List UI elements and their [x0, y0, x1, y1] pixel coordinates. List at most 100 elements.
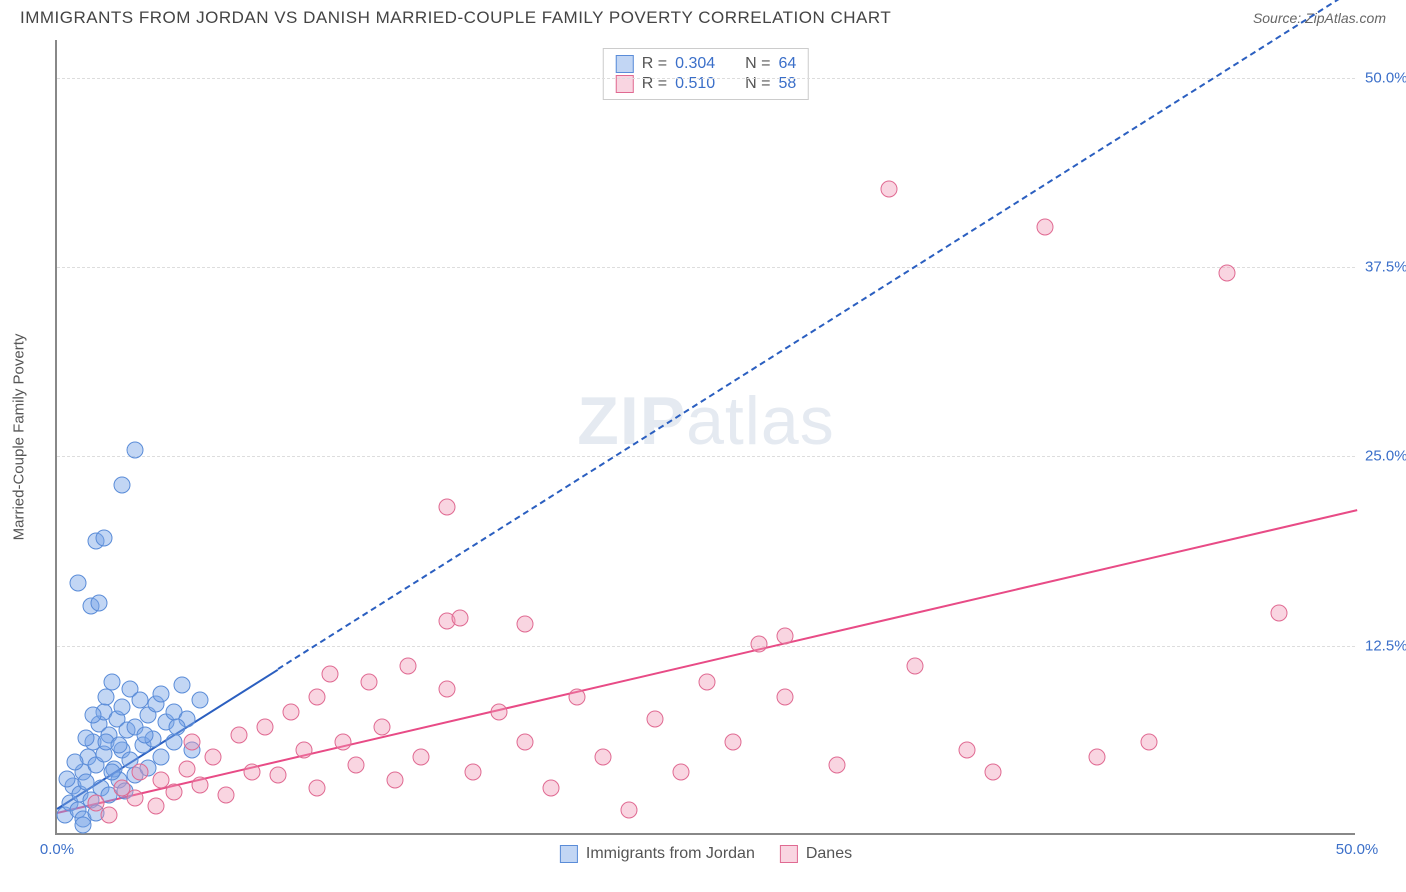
- data-point-jordan: [114, 699, 131, 716]
- legend-series-label: Danes: [806, 845, 852, 863]
- data-point-danes: [218, 787, 235, 804]
- data-point-danes: [348, 756, 365, 773]
- legend-series-label: Immigrants from Jordan: [586, 845, 755, 863]
- data-point-danes: [147, 797, 164, 814]
- data-point-danes: [543, 779, 560, 796]
- data-point-jordan: [111, 737, 128, 754]
- data-point-danes: [179, 761, 196, 778]
- legend-n-value: 64: [778, 55, 796, 73]
- watermark: ZIPatlas: [577, 382, 834, 460]
- plot-region: Married-Couple Family Poverty ZIPatlas R…: [55, 40, 1355, 835]
- data-point-jordan: [168, 719, 185, 736]
- data-point-danes: [517, 616, 534, 633]
- data-point-danes: [595, 749, 612, 766]
- data-point-danes: [985, 764, 1002, 781]
- data-point-danes: [231, 726, 248, 743]
- data-point-jordan: [114, 476, 131, 493]
- data-point-danes: [257, 719, 274, 736]
- data-point-danes: [205, 749, 222, 766]
- data-point-danes: [309, 688, 326, 705]
- data-point-jordan: [103, 764, 120, 781]
- data-point-danes: [127, 790, 144, 807]
- gridline-h: [57, 267, 1355, 268]
- data-point-danes: [296, 741, 313, 758]
- data-point-danes: [439, 681, 456, 698]
- legend-correlation-box: R =0.304N =64R =0.510N =58: [603, 48, 809, 100]
- data-point-jordan: [85, 706, 102, 723]
- data-point-danes: [374, 719, 391, 736]
- trend-line-jordan: [277, 0, 1357, 670]
- data-point-jordan: [137, 726, 154, 743]
- legend-series-item-jordan: Immigrants from Jordan: [560, 845, 755, 863]
- data-point-danes: [1037, 219, 1054, 236]
- data-point-danes: [101, 806, 118, 823]
- legend-n-label: N =: [745, 55, 770, 73]
- data-point-danes: [387, 772, 404, 789]
- x-tick-label: 50.0%: [1336, 841, 1379, 858]
- data-point-danes: [192, 776, 209, 793]
- legend-stat-row-jordan: R = 0.304 N = 64: [616, 55, 796, 73]
- data-point-jordan: [90, 594, 107, 611]
- legend-swatch: [616, 55, 634, 73]
- data-point-danes: [621, 802, 638, 819]
- data-point-jordan: [69, 575, 86, 592]
- data-point-jordan: [67, 753, 84, 770]
- y-axis-label: Married-Couple Family Poverty: [11, 333, 28, 540]
- data-point-jordan: [95, 529, 112, 546]
- data-point-jordan: [166, 734, 183, 751]
- data-point-danes: [725, 734, 742, 751]
- data-point-danes: [569, 688, 586, 705]
- data-point-jordan: [59, 770, 76, 787]
- gridline-h: [57, 456, 1355, 457]
- data-point-danes: [335, 734, 352, 751]
- data-point-jordan: [77, 729, 94, 746]
- data-point-danes: [361, 673, 378, 690]
- data-point-danes: [322, 666, 339, 683]
- legend-r-value: 0.304: [675, 55, 727, 73]
- data-point-jordan: [127, 441, 144, 458]
- data-point-danes: [465, 764, 482, 781]
- data-point-jordan: [77, 773, 94, 790]
- data-point-danes: [166, 784, 183, 801]
- data-point-jordan: [192, 691, 209, 708]
- legend-swatch: [780, 845, 798, 863]
- legend-series: Immigrants from Jordan Danes: [560, 845, 852, 863]
- data-point-danes: [1089, 749, 1106, 766]
- legend-series-item-danes: Danes: [780, 845, 852, 863]
- data-point-danes: [132, 764, 149, 781]
- data-point-jordan: [98, 688, 115, 705]
- data-point-danes: [1219, 264, 1236, 281]
- data-point-danes: [959, 741, 976, 758]
- gridline-h: [57, 646, 1355, 647]
- data-point-danes: [491, 703, 508, 720]
- chart-area: Married-Couple Family Poverty ZIPatlas R…: [55, 40, 1355, 835]
- legend-swatch: [560, 845, 578, 863]
- data-point-danes: [907, 658, 924, 675]
- gridline-h: [57, 78, 1355, 79]
- chart-title: IMMIGRANTS FROM JORDAN VS DANISH MARRIED…: [20, 8, 891, 28]
- data-point-danes: [283, 703, 300, 720]
- y-tick-label: 25.0%: [1365, 448, 1406, 465]
- data-point-jordan: [75, 817, 92, 834]
- data-point-danes: [309, 779, 326, 796]
- data-point-jordan: [103, 673, 120, 690]
- data-point-danes: [1141, 734, 1158, 751]
- y-tick-label: 12.5%: [1365, 637, 1406, 654]
- data-point-danes: [777, 628, 794, 645]
- data-point-danes: [777, 688, 794, 705]
- data-point-danes: [699, 673, 716, 690]
- y-tick-label: 50.0%: [1365, 69, 1406, 86]
- data-point-danes: [517, 734, 534, 751]
- data-point-danes: [439, 499, 456, 516]
- data-point-danes: [270, 767, 287, 784]
- data-point-danes: [647, 711, 664, 728]
- data-point-danes: [400, 658, 417, 675]
- data-point-danes: [184, 734, 201, 751]
- legend-r-label: R =: [642, 55, 667, 73]
- data-point-danes: [244, 764, 261, 781]
- data-point-danes: [881, 181, 898, 198]
- data-point-danes: [1271, 605, 1288, 622]
- y-tick-label: 37.5%: [1365, 259, 1406, 276]
- data-point-jordan: [173, 676, 190, 693]
- data-point-danes: [673, 764, 690, 781]
